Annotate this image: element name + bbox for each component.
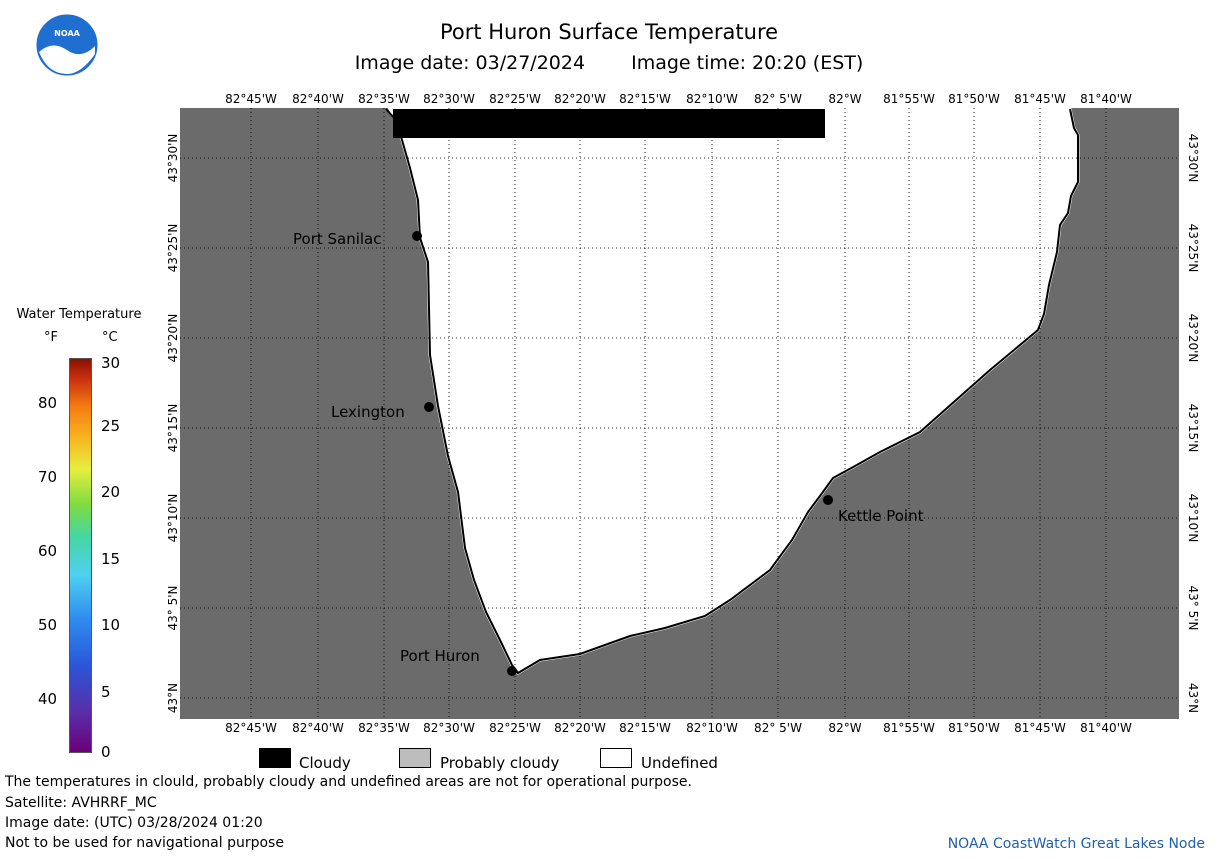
legend-c-tick: 30 xyxy=(101,354,121,372)
legend-c-tick: 20 xyxy=(101,483,121,501)
lon-label: 82°30'W xyxy=(423,92,475,106)
city-label: Port Sanilac xyxy=(293,230,382,248)
probably-cloudy-label: Probably cloudy xyxy=(440,754,560,772)
lon-label: 81°40'W xyxy=(1080,721,1132,735)
lon-label: 81°55'W xyxy=(883,92,935,106)
lon-label: 82°15'W xyxy=(619,721,671,735)
city-marker-kettle-point xyxy=(823,495,833,505)
legend-f-tick: 70 xyxy=(38,468,58,486)
lat-label: 43° 5'N xyxy=(1186,585,1200,631)
page-title: Port Huron Surface Temperature xyxy=(439,20,779,44)
lat-label: 43°15'N xyxy=(1186,403,1200,453)
lon-label: 81°50'W xyxy=(948,92,1000,106)
lat-label: 43°30'N xyxy=(166,133,180,183)
lat-label: 43°N xyxy=(1186,682,1200,714)
lon-label: 82°W xyxy=(828,92,862,106)
lon-label: 82°15'W xyxy=(619,92,671,106)
lat-label: 43°25'N xyxy=(166,223,180,273)
image-date: Image date: 03/27/2024 xyxy=(354,52,586,74)
legend-unit-f: °F xyxy=(44,330,58,345)
lon-label: 82°35'W xyxy=(358,721,410,735)
city-marker-port-huron xyxy=(507,666,517,676)
lat-label: 43°10'N xyxy=(1186,493,1200,543)
nav-warning: Not to be used for navigational purpose xyxy=(5,835,284,851)
lon-label: 82° 5'W xyxy=(754,721,802,735)
city-marker-port-sanilac xyxy=(412,231,422,241)
credit-link[interactable]: NOAA CoastWatch Great Lakes Node xyxy=(947,836,1205,852)
legend-f-tick: 60 xyxy=(38,542,58,560)
graticule xyxy=(180,108,1179,719)
lat-label: 43°25'N xyxy=(1186,223,1200,273)
probably-cloudy-swatch xyxy=(399,748,431,768)
legend-c-tick: 15 xyxy=(101,550,121,568)
lon-label: 82° 5'W xyxy=(754,92,802,106)
legend-c-tick: 25 xyxy=(101,417,121,435)
cloudy-swatch xyxy=(259,748,291,768)
lat-label: 43°15'N xyxy=(166,403,180,453)
legend-f-tick: 40 xyxy=(38,690,58,708)
lon-label: 81°55'W xyxy=(883,721,935,735)
lon-label: 82°45'W xyxy=(225,92,277,106)
lon-label: 82°W xyxy=(828,721,862,735)
legend-f-tick: 80 xyxy=(38,394,58,412)
legend-c-tick: 10 xyxy=(101,616,121,634)
legend-f-tick: 50 xyxy=(38,616,58,634)
legend-title: Water Temperature xyxy=(16,307,142,322)
image-datetime: Image date: 03/27/2024 Image time: 20:20… xyxy=(0,52,1218,74)
lat-label: 43°20'N xyxy=(166,313,180,363)
lat-label: 43°10'N xyxy=(166,493,180,543)
lat-label: 43°20'N xyxy=(1186,313,1200,363)
lon-label: 82°20'W xyxy=(554,92,606,106)
lon-label: 82°25'W xyxy=(489,721,541,735)
noaa-logo-icon: NOAA xyxy=(36,14,98,76)
lon-label: 82°35'W xyxy=(358,92,410,106)
image-time: Image time: 20:20 (EST) xyxy=(631,52,864,74)
lon-label: 82°25'W xyxy=(489,92,541,106)
coastline xyxy=(385,108,1079,675)
lon-label: 81°45'W xyxy=(1014,92,1066,106)
legend-unit-c: °C xyxy=(102,330,118,345)
logo-text: NOAA xyxy=(54,29,80,38)
city-label: Port Huron xyxy=(400,647,480,665)
legend-c-tick: 5 xyxy=(101,683,111,701)
temperature-color-bar xyxy=(69,358,92,753)
lon-label: 81°45'W xyxy=(1014,721,1066,735)
lon-label: 82°40'W xyxy=(292,721,344,735)
lon-label: 81°50'W xyxy=(948,721,1000,735)
cloud-area xyxy=(393,109,825,138)
lon-label: 82°10'W xyxy=(686,721,738,735)
map-panel xyxy=(180,108,1179,719)
legend-c-tick: 0 xyxy=(101,743,111,761)
lat-label: 43°30'N xyxy=(1186,133,1200,183)
lon-label: 82°10'W xyxy=(686,92,738,106)
satellite-info: Satellite: AVHRRF_MC xyxy=(5,795,157,811)
city-marker-lexington xyxy=(424,402,434,412)
lat-label: 43° 5'N xyxy=(166,585,180,631)
lon-label: 82°40'W xyxy=(292,92,344,106)
city-label: Lexington xyxy=(331,403,405,421)
undefined-label: Undefined xyxy=(641,754,718,772)
lon-label: 82°45'W xyxy=(225,721,277,735)
lon-label: 82°30'W xyxy=(423,721,475,735)
cloudy-label: Cloudy xyxy=(299,754,351,772)
lon-label: 81°40'W xyxy=(1080,92,1132,106)
lat-label: 43°N xyxy=(166,682,180,714)
undefined-swatch xyxy=(600,748,632,768)
disclaimer: The temperatures in clould, probably clo… xyxy=(5,774,692,790)
utc-date: Image date: (UTC) 03/28/2024 01:20 xyxy=(5,815,263,831)
city-label: Kettle Point xyxy=(838,507,924,525)
lon-label: 82°20'W xyxy=(554,721,606,735)
